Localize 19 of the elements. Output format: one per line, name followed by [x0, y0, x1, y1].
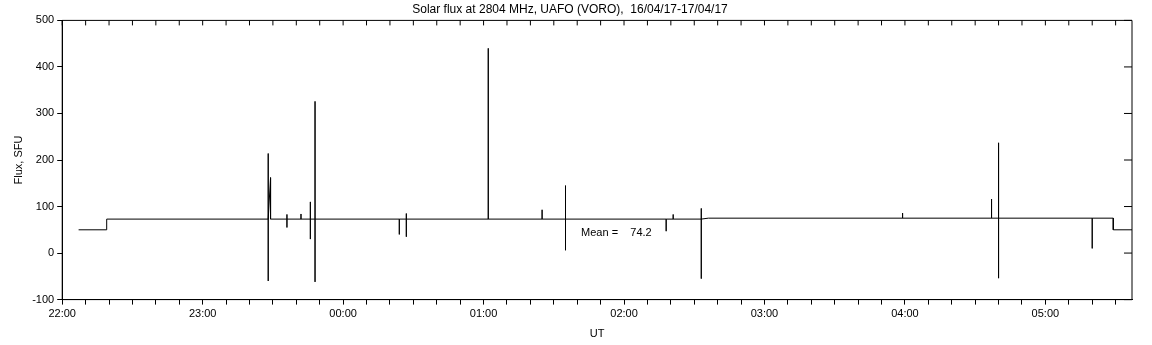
x-tick-label: 01:00 [469, 307, 498, 320]
y-tick-label: 400 [35, 59, 55, 72]
y-tick-label: 0 [48, 246, 55, 259]
x-tick-label: 02:00 [610, 307, 638, 320]
x-tick-label: 03:00 [750, 307, 779, 320]
x-tick-label: 05:00 [1031, 307, 1060, 320]
y-axis-title: Flux, SFU [11, 135, 24, 185]
y-tick-label: 300 [35, 106, 55, 119]
y-tick-label: 500 [35, 13, 55, 26]
y-tick-label: 200 [35, 153, 55, 166]
x-tick-label: 00:00 [329, 307, 357, 320]
y-tick-label: -100 [32, 292, 55, 305]
chart-title: Solar flux at 2804 MHz, UAFO (VORO), 16/04/17-17/04/17 [412, 1, 729, 16]
y-tick-label: 100 [35, 199, 55, 212]
x-tick-label: 22:00 [48, 307, 76, 320]
annotation: Mean = 74.2 [581, 225, 652, 238]
x-axis-title: UT [589, 327, 605, 340]
x-tick-label: 23:00 [188, 307, 217, 320]
x-tick-label: 04:00 [891, 307, 919, 320]
